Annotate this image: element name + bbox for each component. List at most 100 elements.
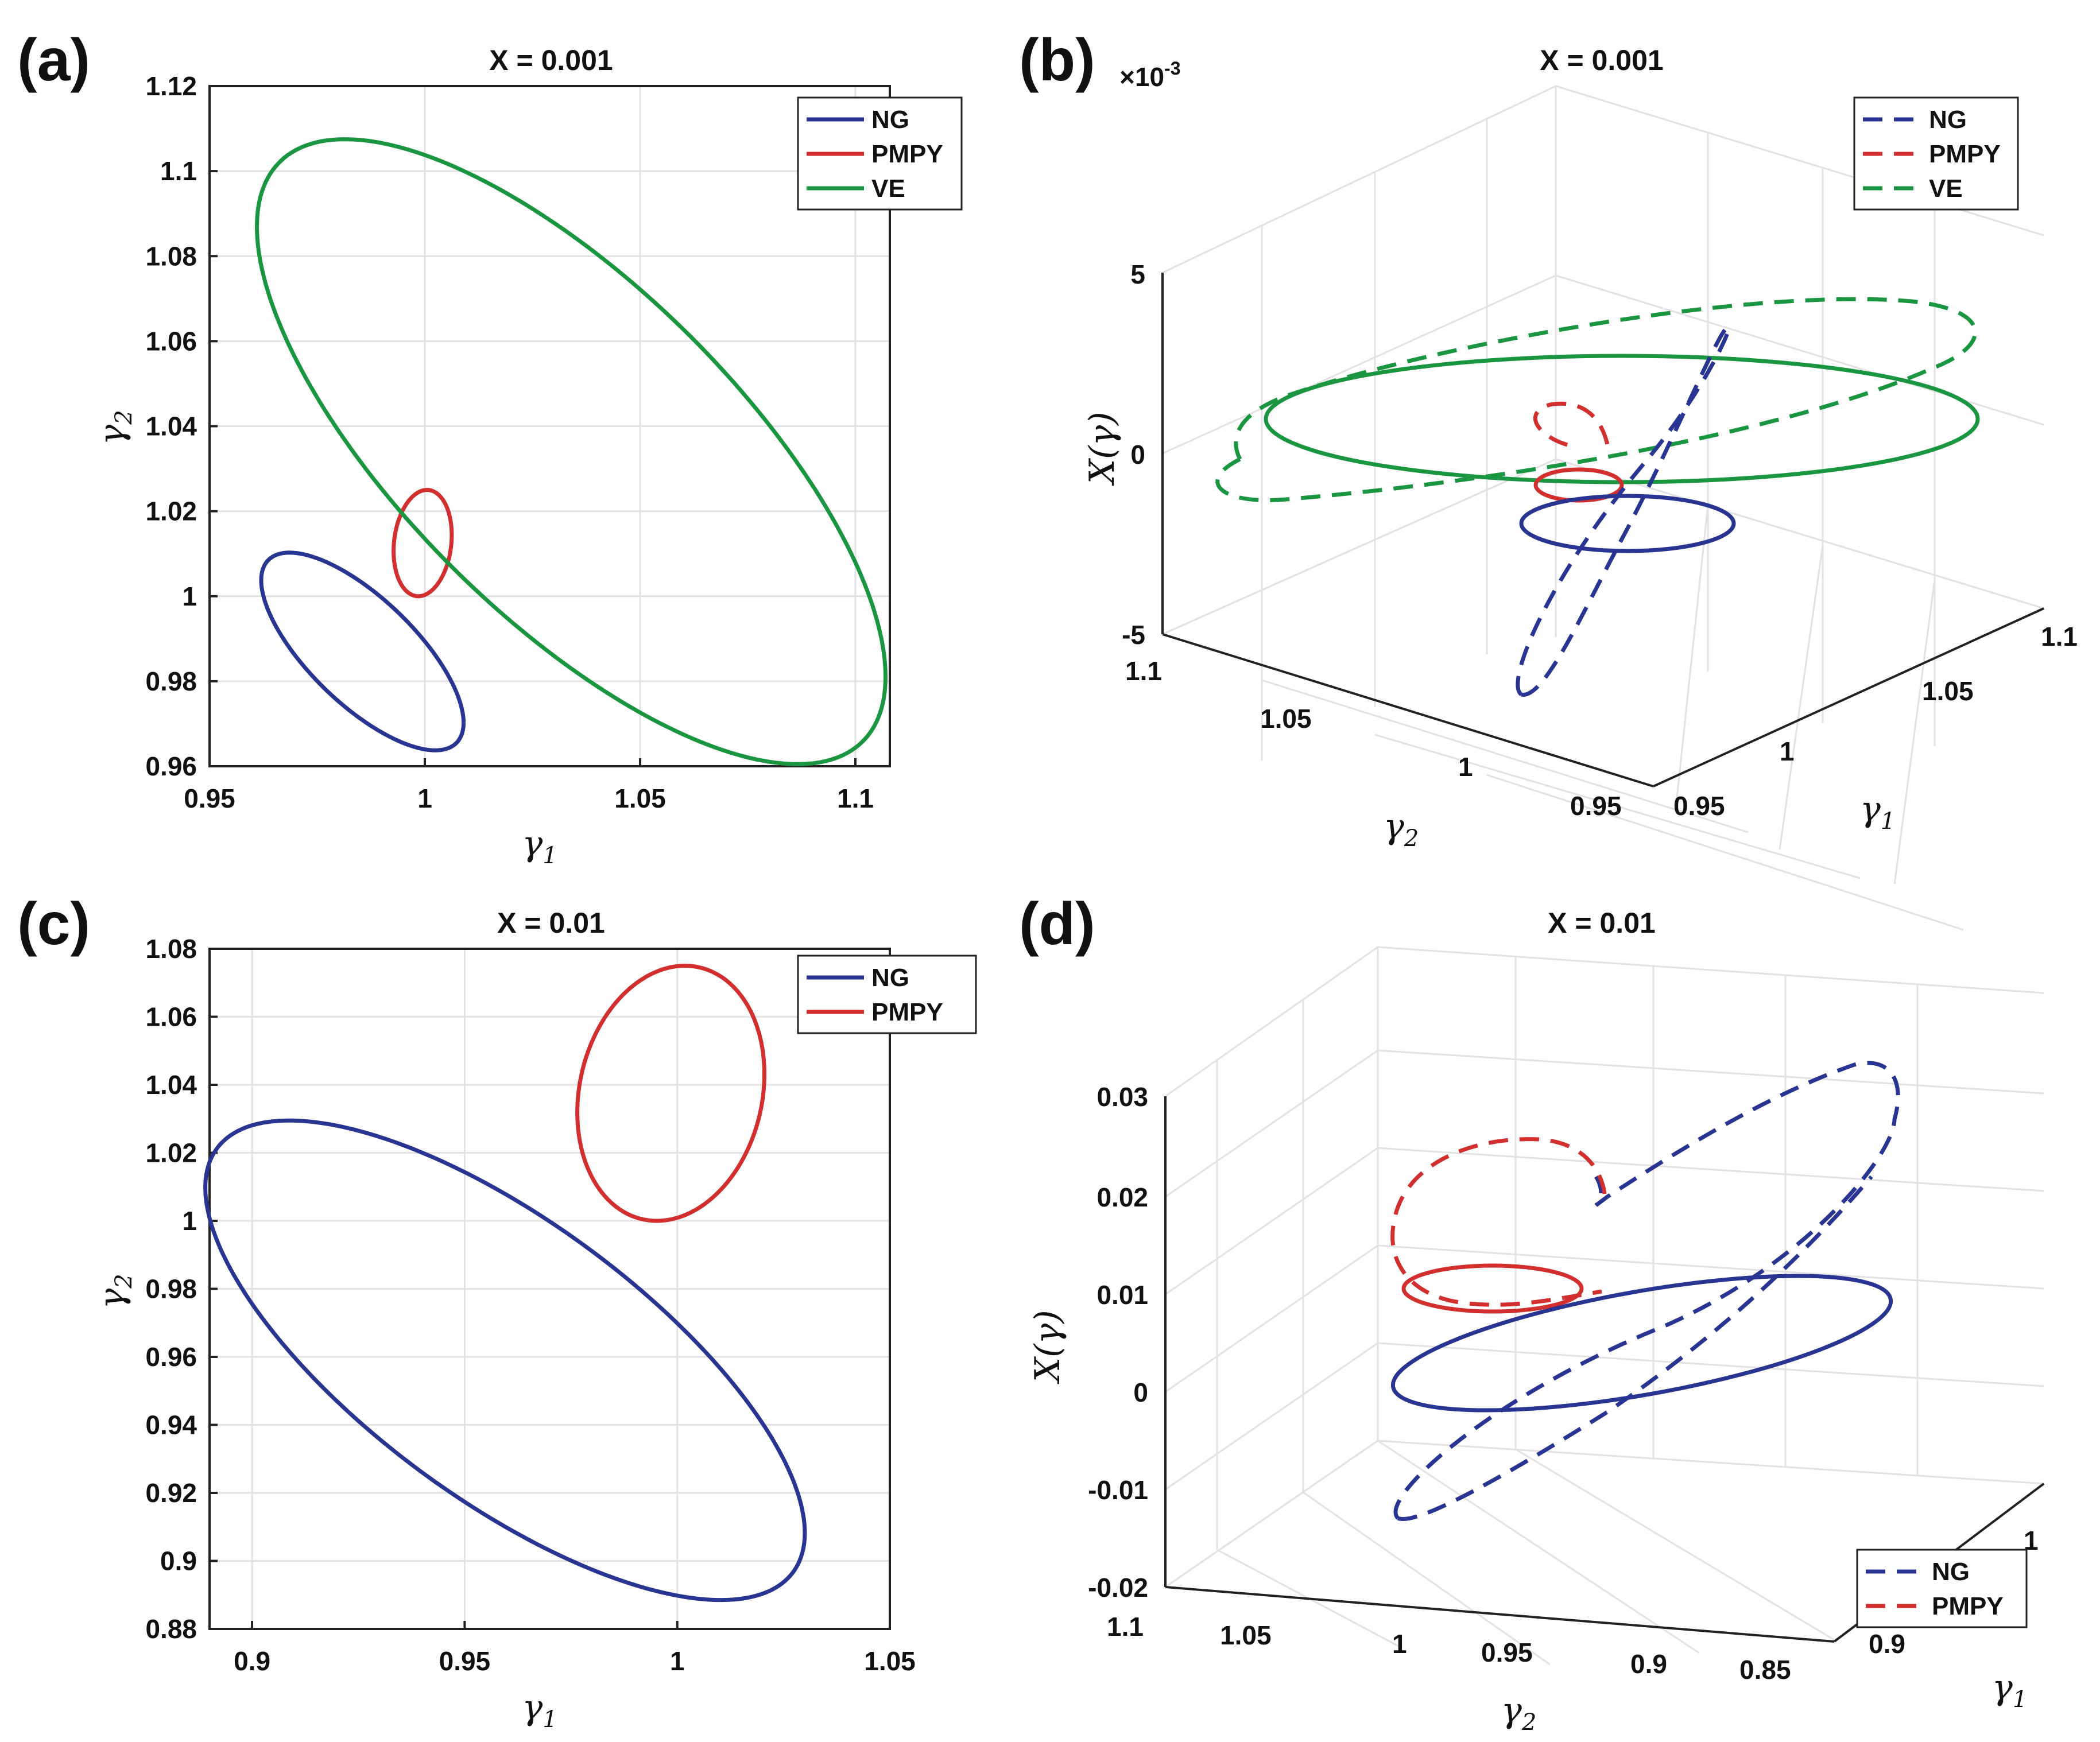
panel-a-xlabel: γ1 xyxy=(522,824,557,869)
tick-label: 5 xyxy=(1130,259,1145,289)
series-ng-solid xyxy=(1519,494,1736,553)
grid-line xyxy=(1893,579,1936,884)
grid-line xyxy=(1162,458,2044,635)
tick-label: 0.95 xyxy=(439,1646,491,1676)
tick-label: 1.12 xyxy=(145,71,197,101)
tick-label: 0.88 xyxy=(145,1614,197,1644)
tick-label: 0.85 xyxy=(1739,1655,1791,1685)
grid-line xyxy=(1515,1448,1838,1643)
series-ve-solid xyxy=(1264,354,1980,484)
tick-label: 0.96 xyxy=(145,751,197,781)
panel-c-xlabel: γ1 xyxy=(522,1687,557,1733)
tick-label: 1.1 xyxy=(1107,1612,1144,1642)
tick-label: 0.9 xyxy=(1630,1649,1667,1679)
legend-label-ng: NG xyxy=(871,964,909,992)
grid-line xyxy=(1779,545,1824,850)
tick-label: 1.05 xyxy=(1922,676,1974,706)
panel-d-xlabel: γ1 xyxy=(1992,1667,2027,1713)
grid-line xyxy=(1675,505,1709,804)
grid-line xyxy=(1261,679,1749,833)
legend-label-pmpy: PMPY xyxy=(1932,1592,2004,1620)
tick-label: 1.1 xyxy=(1125,656,1162,686)
tick-label: 1 xyxy=(182,1206,197,1236)
tick-label: 0.9 xyxy=(1869,1629,1905,1659)
panel-a-curves xyxy=(254,137,888,766)
panel-b-label: (b) xyxy=(1019,27,1095,94)
panel-a-ticks: 0.95 1 1.05 1.1 0.96 0.98 1 1.02 1.04 1.06 1.08 1.1… xyxy=(145,71,874,813)
grid-line xyxy=(1162,458,1556,635)
tick-label: 0.95 xyxy=(1570,791,1622,821)
tick-label: 1 xyxy=(670,1646,685,1676)
panel-d-title: X = 0.01 xyxy=(1548,907,1656,939)
tick-label: 0.95 xyxy=(1481,1638,1533,1667)
panel-c-title: X = 0.01 xyxy=(497,907,605,939)
panel-a-grid xyxy=(208,85,890,767)
legend-label-pmpy: PMPY xyxy=(871,998,943,1026)
panel-c-legend: NG PMPY xyxy=(797,955,977,1034)
panel-a-ylabel: γ2 xyxy=(92,410,137,445)
panel-b-xlabel: γ1 xyxy=(1860,789,1895,835)
panel-b-ylabel: γ2 xyxy=(1384,806,1419,852)
panel-c-ylabel: γ2 xyxy=(92,1274,137,1309)
panel-d-zlabel: X(γ) xyxy=(1028,1310,1068,1384)
legend-label-ng: NG xyxy=(1929,106,1967,134)
tick-label: 1 xyxy=(1392,1629,1407,1659)
grid-line xyxy=(1165,946,2044,1097)
panel-b: (b) X = 0.001 xyxy=(1019,27,2078,931)
legend-label-ve: VE xyxy=(1929,174,1963,203)
legend-label-ve: VE xyxy=(871,174,905,203)
grid-line xyxy=(1165,1342,2044,1491)
grid-line xyxy=(1165,1440,1378,1588)
panel-c-label: (c) xyxy=(17,891,90,957)
tick-label: 0.95 xyxy=(1673,791,1725,821)
panel-c: (c) X = 0.01 0.9 0.95 1 1.05 0.88 0.9 0.92 0.94… xyxy=(17,891,977,1733)
legend-label-ng: NG xyxy=(1932,1558,1970,1586)
panel-d-label: (d) xyxy=(1019,891,1095,957)
series-pmpy-curve xyxy=(575,964,766,1223)
panel-b-curves xyxy=(1215,297,1980,697)
legend-label-pmpy: PMPY xyxy=(871,140,943,168)
tick-label: 1.1 xyxy=(2041,622,2078,651)
panel-d-grid xyxy=(1165,946,2044,1666)
x-axis xyxy=(1653,607,2044,787)
panel-b-axes xyxy=(1161,273,2044,787)
tick-label: 1.04 xyxy=(145,412,197,441)
panel-a: (a) X = 0.001 0.95 1 1.05 1.1 0.96 0.98 1 1.02 1… xyxy=(17,27,963,869)
panel-c-curves xyxy=(203,964,807,1603)
tick-label: 1 xyxy=(417,783,432,813)
tick-label: 0.02 xyxy=(1097,1182,1148,1212)
grid-line xyxy=(1374,734,1861,879)
tick-label: 1.05 xyxy=(1260,704,1312,734)
tick-label: 1 xyxy=(1780,736,1795,766)
panel-d-legend: NG PMPY xyxy=(1856,1549,2028,1628)
tick-label: 0.95 xyxy=(184,783,235,813)
tick-label: 0.92 xyxy=(145,1478,197,1508)
panel-b-title: X = 0.001 xyxy=(1540,44,1663,76)
tick-label: 0.98 xyxy=(145,666,197,696)
panel-a-title: X = 0.001 xyxy=(489,44,613,76)
z-exponent: ×10-3 xyxy=(1119,58,1180,92)
tick-label: 1.08 xyxy=(145,934,197,964)
grid-line xyxy=(1377,1440,1700,1654)
panel-a-label: (a) xyxy=(17,27,90,94)
tick-label: 0.01 xyxy=(1097,1280,1148,1310)
tick-label: 1.1 xyxy=(160,156,197,186)
tick-label: 1.05 xyxy=(864,1646,916,1676)
tick-label: 0 xyxy=(1133,1378,1148,1407)
tick-label: 0.9 xyxy=(160,1546,197,1576)
panel-d-ylabel: γ2 xyxy=(1501,1690,1536,1736)
panel-d-ticks: 0.03 0.02 0.01 0 -0.01 -0.02 1.1 1.05 1 … xyxy=(1088,1082,2038,1685)
panel-d: (d) X = 0.01 0.03 xyxy=(1019,891,2045,1736)
tick-label: 0.03 xyxy=(1097,1082,1148,1112)
tick-label: 0.9 xyxy=(234,1646,270,1676)
tick-label: 0.96 xyxy=(145,1342,197,1372)
series-ng-solid xyxy=(1390,1274,1893,1413)
grid-line xyxy=(1165,1147,2044,1295)
legend-label-pmpy: PMPY xyxy=(1929,140,2001,168)
tick-label: 1.1 xyxy=(837,783,874,813)
panel-c-grid xyxy=(210,948,891,1630)
grid-line xyxy=(1486,774,1964,931)
tick-label: 1.05 xyxy=(1220,1620,1272,1650)
tick-label: 1.05 xyxy=(614,783,666,813)
